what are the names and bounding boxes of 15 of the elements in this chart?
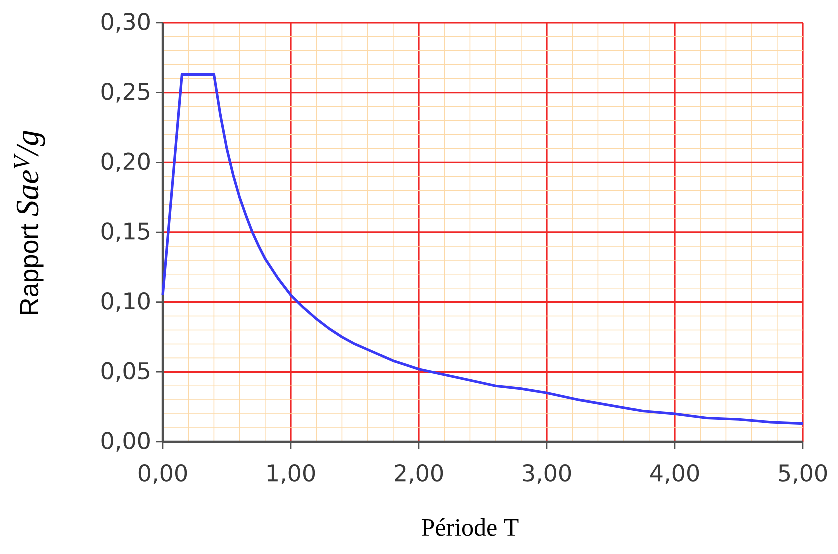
x-tick-label: 5,00 [779, 464, 828, 484]
x-tick-label: 1,00 [268, 464, 316, 484]
y-tick-label: 0,30 [102, 13, 150, 33]
x-axis-title: Période T [422, 518, 519, 536]
x-tick-label: 2,00 [395, 464, 444, 484]
y-tick-label: 0,05 [102, 362, 150, 382]
y-tick-label: 0,15 [102, 222, 150, 242]
x-tick-label: 4,00 [650, 464, 700, 484]
x-tick-label: 0,00 [138, 464, 188, 484]
x-tick-label: 3,00 [523, 464, 572, 484]
y-tick-label: 0,25 [102, 82, 150, 103]
y-tick-label: 0,20 [102, 152, 150, 173]
text: Rapport Sae$^{V}$/g [14, 131, 46, 314]
y-tick-label: 0,10 [102, 292, 150, 312]
y-tick-label: 0,00 [102, 432, 150, 452]
